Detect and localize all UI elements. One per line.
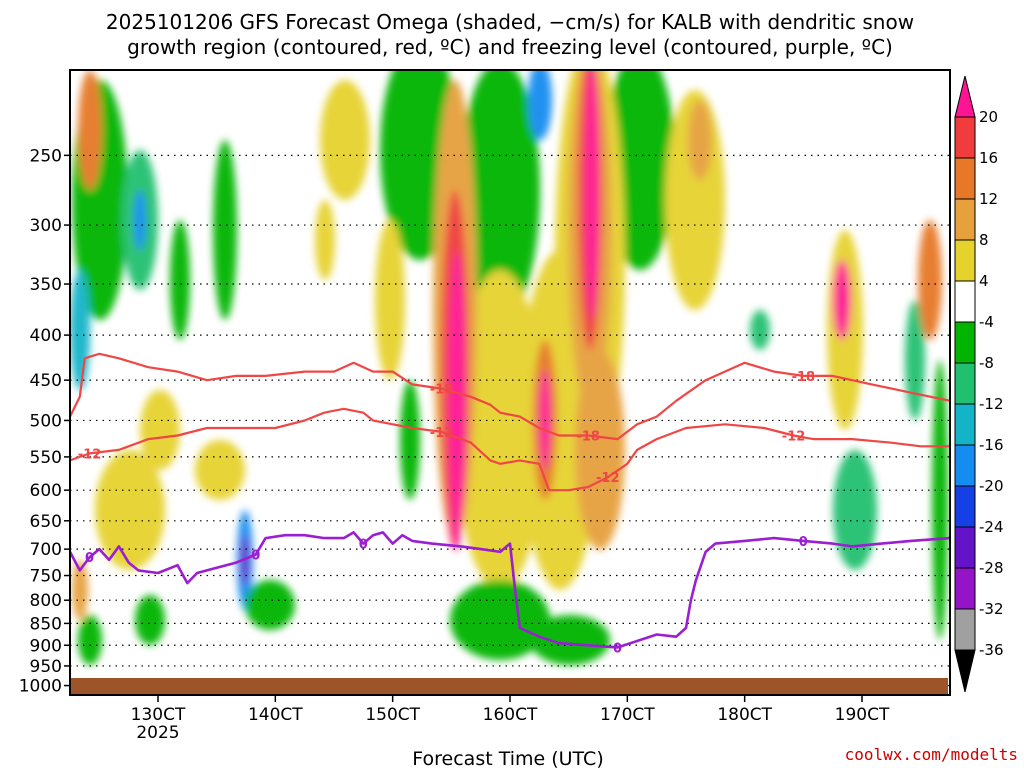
dgz-contour-minus12-label: -12 (78, 447, 102, 462)
colorbar-swatch (954, 485, 976, 528)
y-tick-label: 350 (30, 275, 62, 295)
y-axis-ticks: 2503003504004505005506006507007508008509… (19, 146, 70, 697)
dgz-contour-minus12-label: -12 (430, 426, 454, 441)
colorbar-swatch (954, 567, 976, 610)
colorbar-swatch (954, 321, 976, 364)
freezing-level-contour-label: 0 (85, 551, 94, 566)
colorbar: 20 16 12 8 4 -4 -8 -12 -16 -20 -24 -28 -32 -36 (954, 75, 1004, 693)
colorbar-swatch (954, 526, 976, 569)
dgz-contour-minus12-label: -12 (596, 471, 620, 486)
x-axis-label: Forecast Time (UTC) (412, 748, 603, 768)
y-tick-label: 850 (30, 614, 62, 634)
colorbar-swatch (954, 116, 976, 159)
colorbar-swatch (954, 362, 976, 405)
freezing-level-contour (70, 531, 950, 649)
x-tick-label: 150CT (365, 705, 420, 725)
y-tick-label: 750 (30, 567, 62, 587)
y-tick-label: 1000 (19, 677, 62, 697)
colorbar-label: -12 (979, 395, 1004, 413)
dgz-contour-minus18-label: -18 (576, 429, 600, 444)
colorbar-label: -4 (979, 313, 994, 331)
credit-text: coolwx.com/modelts (845, 745, 1018, 764)
colorbar-label: -36 (979, 641, 1004, 659)
colorbar-label: 4 (979, 272, 989, 290)
colorbar-label: -20 (979, 477, 1004, 495)
x-tick-label: 190CT (835, 705, 890, 725)
x-tick-label: 180CT (717, 705, 772, 725)
colorbar-label: -28 (979, 559, 1004, 577)
colorbar-swatch (954, 157, 976, 200)
y-tick-label: 650 (30, 512, 62, 532)
ground-surface (70, 678, 948, 695)
colorbar-swatch (954, 198, 976, 241)
y-tick-label: 900 (30, 636, 62, 656)
freezing-level-contour-label: 0 (613, 641, 622, 656)
omega-shading (70, 70, 948, 665)
chart-title-line-2: growth region (contoured, red, ºC) and f… (127, 35, 893, 59)
y-tick-label: 500 (30, 411, 62, 431)
y-tick-label: 250 (30, 146, 62, 166)
colorbar-label: 16 (979, 149, 998, 167)
colorbar-label: 20 (979, 108, 998, 126)
x-tick-label: 130CT (131, 705, 186, 725)
y-tick-label: 400 (30, 326, 62, 346)
y-tick-label: 950 (30, 657, 62, 677)
x-tick-label: 170CT (600, 705, 655, 725)
colorbar-top-arrow (954, 75, 976, 118)
colorbar-label: -24 (979, 518, 1004, 536)
colorbar-label: -16 (979, 436, 1004, 454)
dgz-contour-minus18-label: -18 (792, 370, 816, 385)
colorbar-swatch (954, 403, 976, 446)
chart-title-line-1: 2025101206 GFS Forecast Omega (shaded, −… (106, 10, 914, 34)
x-tick-label: 140CT (248, 705, 303, 725)
colorbar-label: 12 (979, 190, 998, 208)
contour-labels: -18 -18 -18 -12 -12 -12 -12 0 0 0 0 0 (78, 370, 816, 656)
colorbar-swatch (954, 239, 976, 282)
contour-lines (70, 352, 950, 649)
y-tick-label: 300 (30, 216, 62, 236)
freezing-level-contour-label: 0 (799, 535, 808, 550)
colorbar-label: -8 (979, 354, 994, 372)
freezing-level-contour-label: 0 (251, 549, 260, 564)
dgz-contour-minus12-label: -12 (782, 429, 806, 444)
dgz-contour-minus18-label: -18 (430, 383, 454, 398)
colorbar-label: 8 (979, 231, 989, 249)
freezing-level-contour-label: 0 (359, 538, 368, 553)
colorbar-swatch (954, 608, 976, 651)
dgz-contour-minus18 (70, 352, 950, 441)
y-tick-label: 450 (30, 371, 62, 391)
x-tick-label: 160CT (483, 705, 538, 725)
dgz-contour-minus12 (70, 407, 950, 492)
x-axis-year-label: 2025 (136, 723, 179, 743)
x-axis-ticks: 130CT 140CT 150CT 160CT 170CT 180CT 190CT (131, 695, 890, 725)
colorbar-label: -32 (979, 600, 1004, 618)
colorbar-bottom-arrow (954, 649, 976, 693)
y-tick-label: 800 (30, 591, 62, 611)
colorbar-swatch (954, 280, 976, 323)
y-tick-label: 600 (30, 481, 62, 501)
y-tick-label: 550 (30, 448, 62, 468)
y-tick-label: 700 (30, 540, 62, 560)
colorbar-swatch (954, 444, 976, 487)
